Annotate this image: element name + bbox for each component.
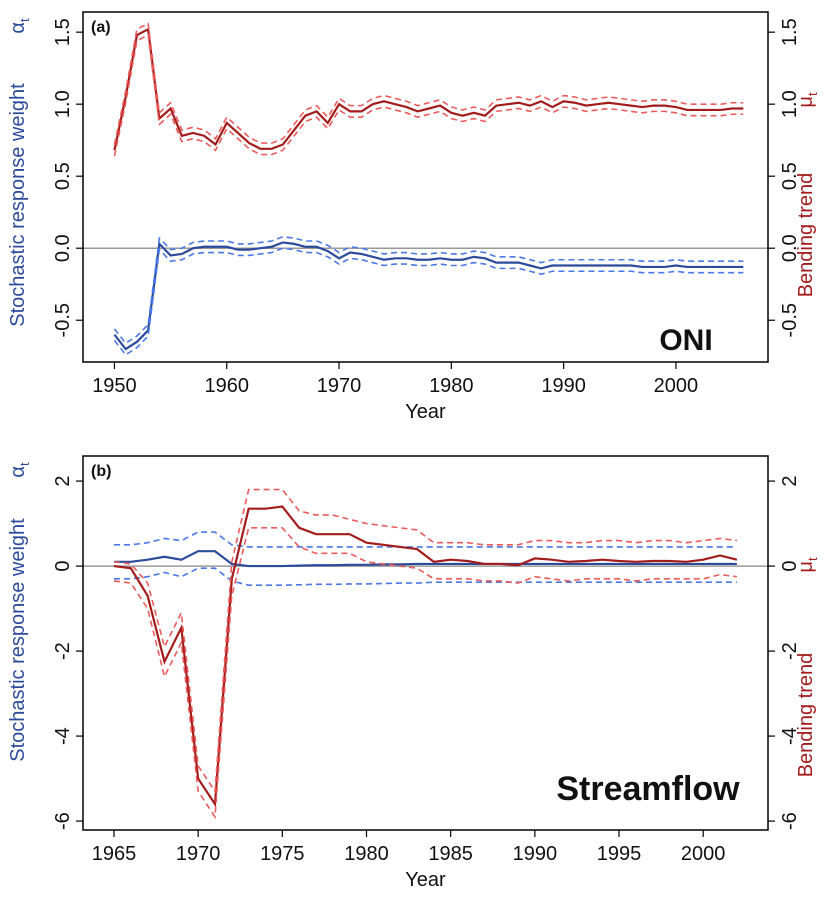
- y2-tick-label: 2: [779, 476, 801, 487]
- y2-axis-label: Bending trend: [795, 653, 817, 778]
- series-line: [113, 241, 744, 351]
- y-tick-label: -4: [52, 727, 74, 745]
- y2-tick-label: -4: [779, 727, 801, 745]
- y2-tick-label: -6: [779, 812, 801, 830]
- y-tick-label: 2: [52, 476, 74, 487]
- y2-tick-label: -0.5: [779, 303, 801, 337]
- x-tick-label: 1960: [204, 375, 249, 397]
- band-line: [113, 488, 737, 794]
- y2-symbol-sub: t: [805, 92, 820, 96]
- y2-symbol: μt: [795, 92, 820, 108]
- x-tick-label: 1975: [260, 843, 305, 865]
- y2-tick-label: -2: [779, 642, 801, 660]
- x-tick-label: 1950: [92, 375, 137, 397]
- y-symbol-letter: α: [7, 22, 29, 34]
- band-line: [113, 235, 744, 345]
- y-symbol: αt: [7, 462, 32, 478]
- band-line: [113, 33, 744, 157]
- x-tick-label: 1970: [176, 843, 221, 865]
- y2-tick-label: 1.0: [779, 90, 801, 118]
- y2-tick-label: 0.0: [779, 234, 801, 262]
- band-line: [113, 22, 744, 145]
- plot-frame: [82, 455, 769, 831]
- y2-symbol-letter: μ: [795, 561, 817, 573]
- y-tick-label: 1.5: [52, 18, 74, 46]
- y-tick-label: 0.5: [52, 162, 74, 190]
- x-tick-label: 1990: [541, 375, 586, 397]
- annotation: Streamflow: [556, 770, 740, 808]
- y2-axis-label: Bending trend: [795, 173, 817, 298]
- x-tick-label: 1990: [513, 843, 558, 865]
- band-line: [113, 567, 737, 586]
- y-tick-label: -2: [52, 642, 74, 660]
- annotation: ONI: [659, 324, 712, 357]
- y-tick-label: 1.0: [52, 90, 74, 118]
- y-tick-label: -0.5: [52, 303, 74, 337]
- y2-tick-label: 0: [779, 561, 801, 572]
- y-symbol-sub: t: [17, 462, 32, 466]
- y-tick-label: 0: [52, 561, 74, 572]
- series-line: [113, 27, 744, 151]
- y-axis-label: Stochastic response weight: [7, 518, 29, 762]
- y-tick-label: 0.0: [52, 234, 74, 262]
- x-axis-label: Year: [405, 401, 446, 423]
- x-axis-label: Year: [405, 869, 446, 891]
- panel-label: (a): [91, 19, 111, 36]
- y-symbol-letter: α: [7, 466, 29, 478]
- x-tick-label: 2000: [681, 843, 726, 865]
- x-tick-label: 2000: [654, 375, 699, 397]
- series-line: [113, 550, 737, 568]
- x-tick-label: 1980: [344, 843, 389, 865]
- band-line: [113, 531, 737, 548]
- series-line: [113, 505, 738, 808]
- plot-frame: [82, 11, 769, 363]
- y-axis-label: Stochastic response weight: [7, 83, 29, 327]
- y2-tick-label: 0.5: [779, 162, 801, 190]
- y2-symbol: μt: [795, 557, 820, 573]
- y2-tick-label: 1.5: [779, 18, 801, 46]
- y-tick-label: -6: [52, 812, 74, 830]
- x-tick-label: 1995: [597, 843, 642, 865]
- band-line: [113, 527, 737, 820]
- y-symbol: αt: [7, 18, 32, 34]
- band-line: [113, 247, 744, 356]
- y-symbol-sub: t: [17, 18, 32, 22]
- panel-label: (b): [91, 463, 111, 480]
- x-tick-label: 1980: [429, 375, 474, 397]
- x-tick-label: 1970: [317, 375, 362, 397]
- y2-symbol-letter: μ: [795, 96, 817, 108]
- x-tick-label: 1965: [92, 843, 137, 865]
- x-tick-label: 1985: [428, 843, 473, 865]
- y2-symbol-sub: t: [805, 557, 820, 561]
